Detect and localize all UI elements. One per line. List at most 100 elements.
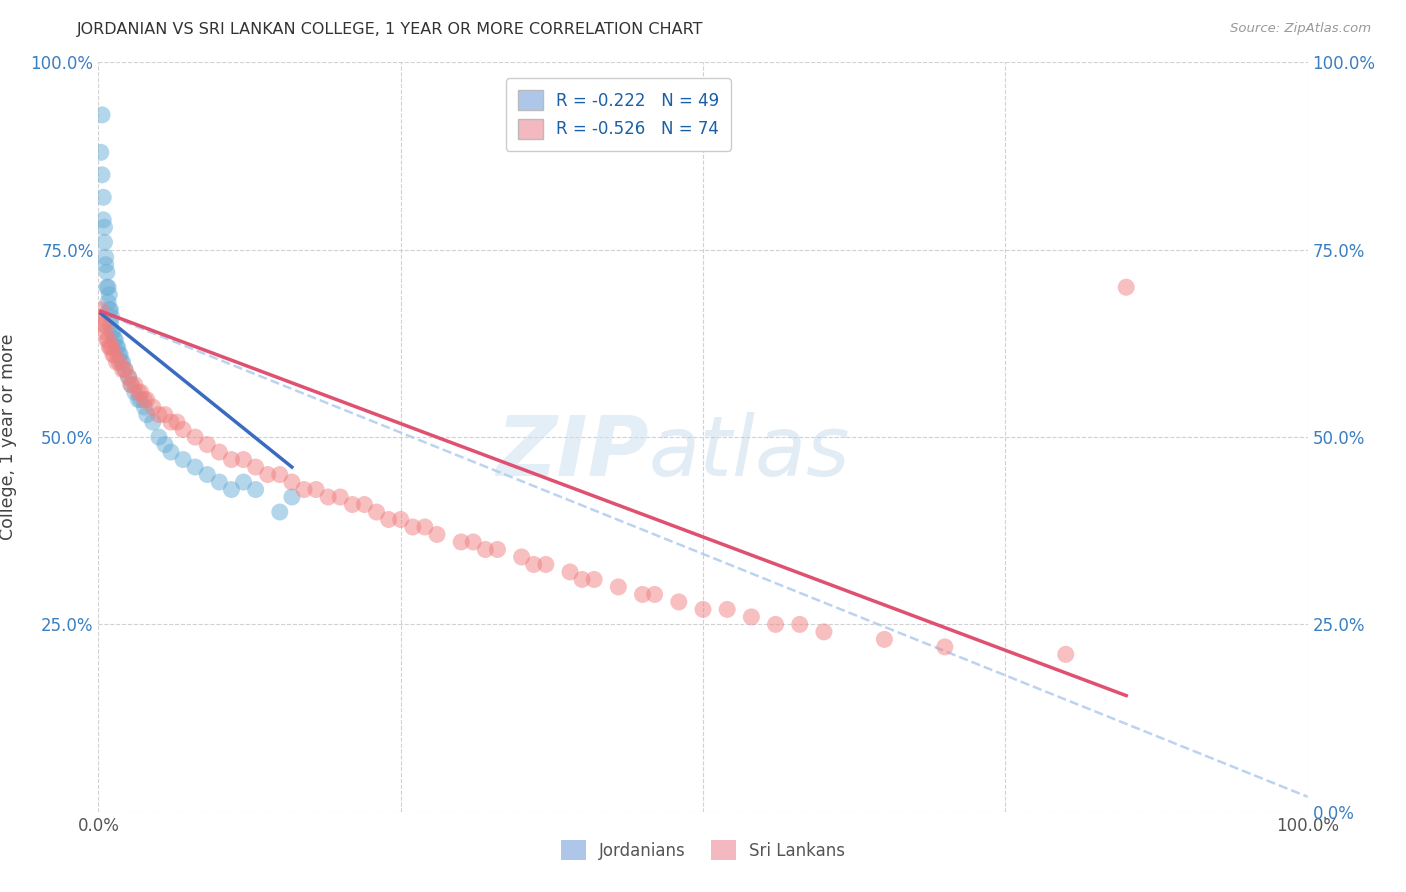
Point — [873, 632, 896, 647]
Point — [934, 640, 956, 654]
Point — [148, 430, 170, 444]
Point — [91, 190, 114, 204]
Point — [100, 325, 122, 339]
Point — [644, 587, 666, 601]
Point — [366, 505, 388, 519]
Point — [101, 325, 124, 339]
Point — [111, 362, 134, 376]
Point — [377, 512, 399, 526]
Point — [91, 310, 114, 325]
Point — [103, 333, 125, 347]
Point — [93, 318, 115, 332]
Point — [120, 377, 142, 392]
Text: atlas: atlas — [648, 411, 851, 492]
Point — [1054, 648, 1077, 662]
Point — [96, 265, 118, 279]
Point — [134, 392, 156, 407]
Point — [127, 385, 149, 400]
Point — [450, 535, 472, 549]
Point — [402, 520, 425, 534]
Point — [108, 348, 131, 362]
Point — [208, 475, 231, 489]
Point — [668, 595, 690, 609]
Point — [184, 460, 207, 475]
Point — [100, 340, 122, 354]
Point — [221, 452, 243, 467]
Point — [232, 475, 254, 489]
Point — [94, 325, 117, 339]
Point — [329, 490, 352, 504]
Point — [91, 168, 114, 182]
Point — [100, 318, 122, 332]
Point — [103, 348, 125, 362]
Point — [474, 542, 496, 557]
Point — [108, 348, 131, 362]
Point — [631, 587, 654, 601]
Point — [129, 385, 152, 400]
Point — [172, 423, 194, 437]
Point — [245, 483, 267, 497]
Point — [114, 362, 136, 376]
Point — [134, 400, 156, 414]
Point — [292, 483, 315, 497]
Point — [118, 370, 141, 384]
Point — [105, 340, 128, 354]
Point — [245, 460, 267, 475]
Point — [90, 302, 112, 317]
Point — [129, 392, 152, 407]
Point — [166, 415, 188, 429]
Point — [281, 475, 304, 489]
Point — [607, 580, 630, 594]
Point — [342, 498, 364, 512]
Point — [1115, 280, 1137, 294]
Point — [232, 452, 254, 467]
Point — [316, 490, 339, 504]
Legend: Jordanians, Sri Lankans: Jordanians, Sri Lankans — [554, 833, 852, 867]
Text: Source: ZipAtlas.com: Source: ZipAtlas.com — [1230, 22, 1371, 36]
Point — [486, 542, 509, 557]
Point — [120, 377, 142, 392]
Point — [558, 565, 581, 579]
Point — [463, 535, 485, 549]
Point — [96, 280, 118, 294]
Point — [97, 280, 120, 294]
Point — [98, 287, 121, 301]
Point — [91, 108, 114, 122]
Point — [523, 558, 546, 572]
Point — [127, 392, 149, 407]
Text: JORDANIAN VS SRI LANKAN COLLEGE, 1 YEAR OR MORE CORRELATION CHART: JORDANIAN VS SRI LANKAN COLLEGE, 1 YEAR … — [77, 22, 704, 37]
Point — [91, 318, 114, 332]
Point — [100, 302, 122, 317]
Point — [100, 310, 122, 325]
Point — [534, 558, 557, 572]
Point — [153, 408, 176, 422]
Point — [413, 520, 436, 534]
Point — [118, 370, 141, 384]
Y-axis label: College, 1 year or more: College, 1 year or more — [0, 334, 17, 541]
Point — [97, 295, 120, 310]
Point — [94, 250, 117, 264]
Point — [789, 617, 811, 632]
Point — [426, 527, 449, 541]
Point — [160, 415, 183, 429]
Point — [90, 145, 112, 160]
Point — [93, 235, 115, 250]
Point — [105, 355, 128, 369]
Point — [108, 355, 131, 369]
Point — [104, 333, 127, 347]
Text: ZIP: ZIP — [496, 411, 648, 492]
Point — [101, 348, 124, 362]
Point — [111, 355, 134, 369]
Point — [195, 467, 218, 482]
Point — [716, 602, 738, 616]
Point — [96, 333, 118, 347]
Point — [256, 467, 278, 482]
Point — [135, 408, 157, 422]
Point — [135, 392, 157, 407]
Point — [281, 490, 304, 504]
Point — [93, 220, 115, 235]
Point — [148, 408, 170, 422]
Point — [124, 377, 146, 392]
Point — [114, 362, 136, 376]
Point — [97, 333, 120, 347]
